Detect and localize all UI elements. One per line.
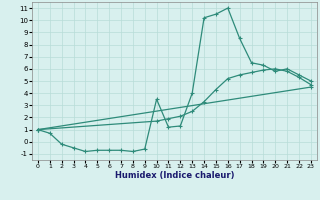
X-axis label: Humidex (Indice chaleur): Humidex (Indice chaleur) (115, 171, 234, 180)
